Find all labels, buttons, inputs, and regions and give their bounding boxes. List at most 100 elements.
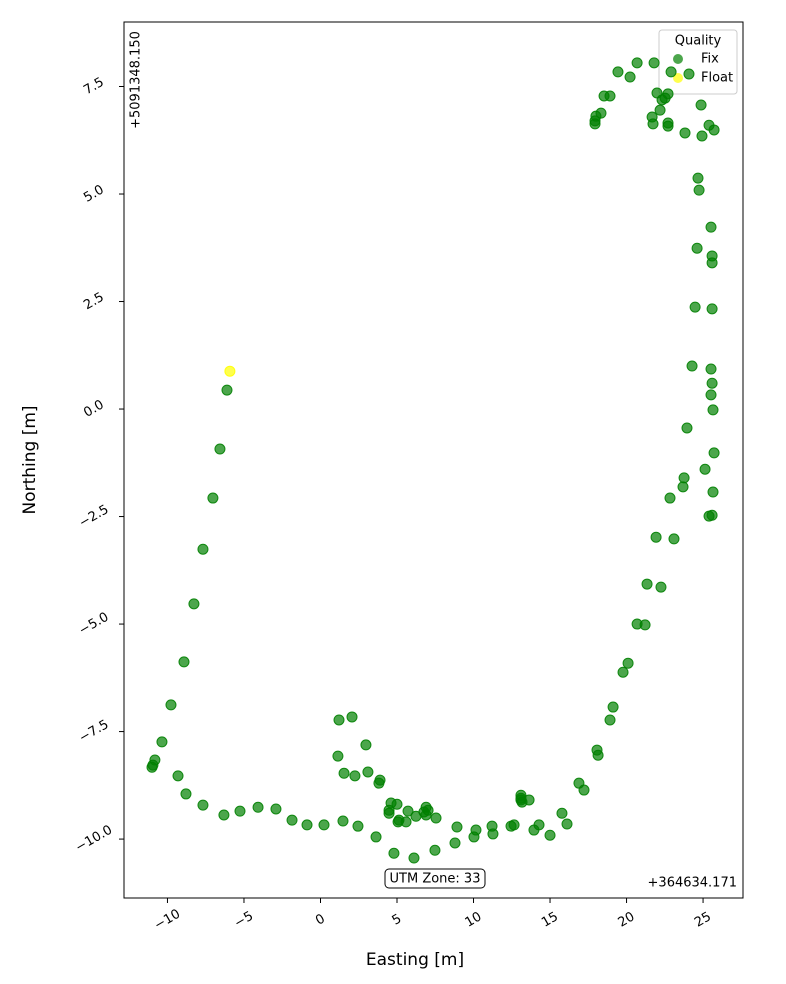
point [705,363,717,375]
point [612,66,624,78]
point [655,581,667,593]
point [706,377,718,389]
point [349,770,361,782]
point [662,88,674,100]
point [374,774,386,786]
point [451,821,463,833]
point [362,766,374,778]
legend-label: Float [701,71,733,86]
point [692,172,704,184]
point [678,472,690,484]
point [705,389,717,401]
point [533,819,545,831]
y-tick-label: 5.0 [81,182,106,205]
point [708,447,720,459]
point [544,829,556,841]
point [646,111,658,123]
annotation: UTM Zone: 33 [390,872,481,887]
point [708,124,720,136]
point [224,365,236,377]
plot-frame [123,21,744,899]
legend-marker [673,54,683,64]
point [370,831,382,843]
y-tick-label: −10.0 [73,823,115,856]
point [420,801,432,813]
x-tick-label: 5 [390,911,405,928]
x-axis-title: Easting [m] [366,950,464,970]
y-tick-label: 7.5 [81,75,106,98]
legend-label: Fix [701,52,719,67]
y-tick-label: 0.0 [81,397,106,420]
point [592,749,604,761]
point [622,657,634,669]
point [337,815,349,827]
point [207,492,219,504]
point [662,120,674,132]
point [156,736,168,748]
point [197,543,209,555]
point [604,714,616,726]
point [706,303,718,315]
point [689,301,701,313]
point [706,509,718,521]
point [651,87,663,99]
point [598,90,610,102]
point [408,852,420,864]
point [648,57,660,69]
point [683,68,695,80]
x-tick-label: −5 [232,909,256,932]
point [318,819,330,831]
point [665,66,677,78]
y-tick-label: −2.5 [77,502,112,531]
point [470,824,482,836]
legend: Quality Fix Float [658,29,738,95]
point [578,784,590,796]
x-tick-label: 10 [463,909,485,930]
x-tick-label: 25 [692,909,714,930]
x-tick-label: 15 [539,909,561,930]
point [691,242,703,254]
point [607,701,619,713]
point [639,619,651,631]
point [686,360,698,372]
point [515,792,527,804]
point [706,257,718,269]
point [402,805,414,817]
point [400,816,412,828]
point [332,750,344,762]
point [556,807,568,819]
point [383,804,395,816]
point [664,492,676,504]
point [188,598,200,610]
point [707,486,719,498]
point [391,798,403,810]
point [508,819,520,831]
legend-title: Quality [675,34,722,49]
point [180,788,192,800]
point [388,847,400,859]
point [705,221,717,233]
point [221,384,233,396]
point [360,739,372,751]
point [617,666,629,678]
point [352,820,364,832]
point [681,422,693,434]
point [218,809,230,821]
point [346,711,358,723]
point [699,463,711,475]
x-tick-label: −10 [152,907,183,934]
point [679,127,691,139]
x-offset-label: +364634.171 [648,876,737,891]
point [301,819,313,831]
point [707,404,719,416]
point [429,844,441,856]
point [487,828,499,840]
point [631,57,643,69]
y-axis-title: Northing [m] [20,405,40,514]
annotation-box [384,868,486,889]
point [234,805,246,817]
legend-marker [673,73,683,83]
point [430,812,442,824]
point [172,770,184,782]
point [286,814,298,826]
